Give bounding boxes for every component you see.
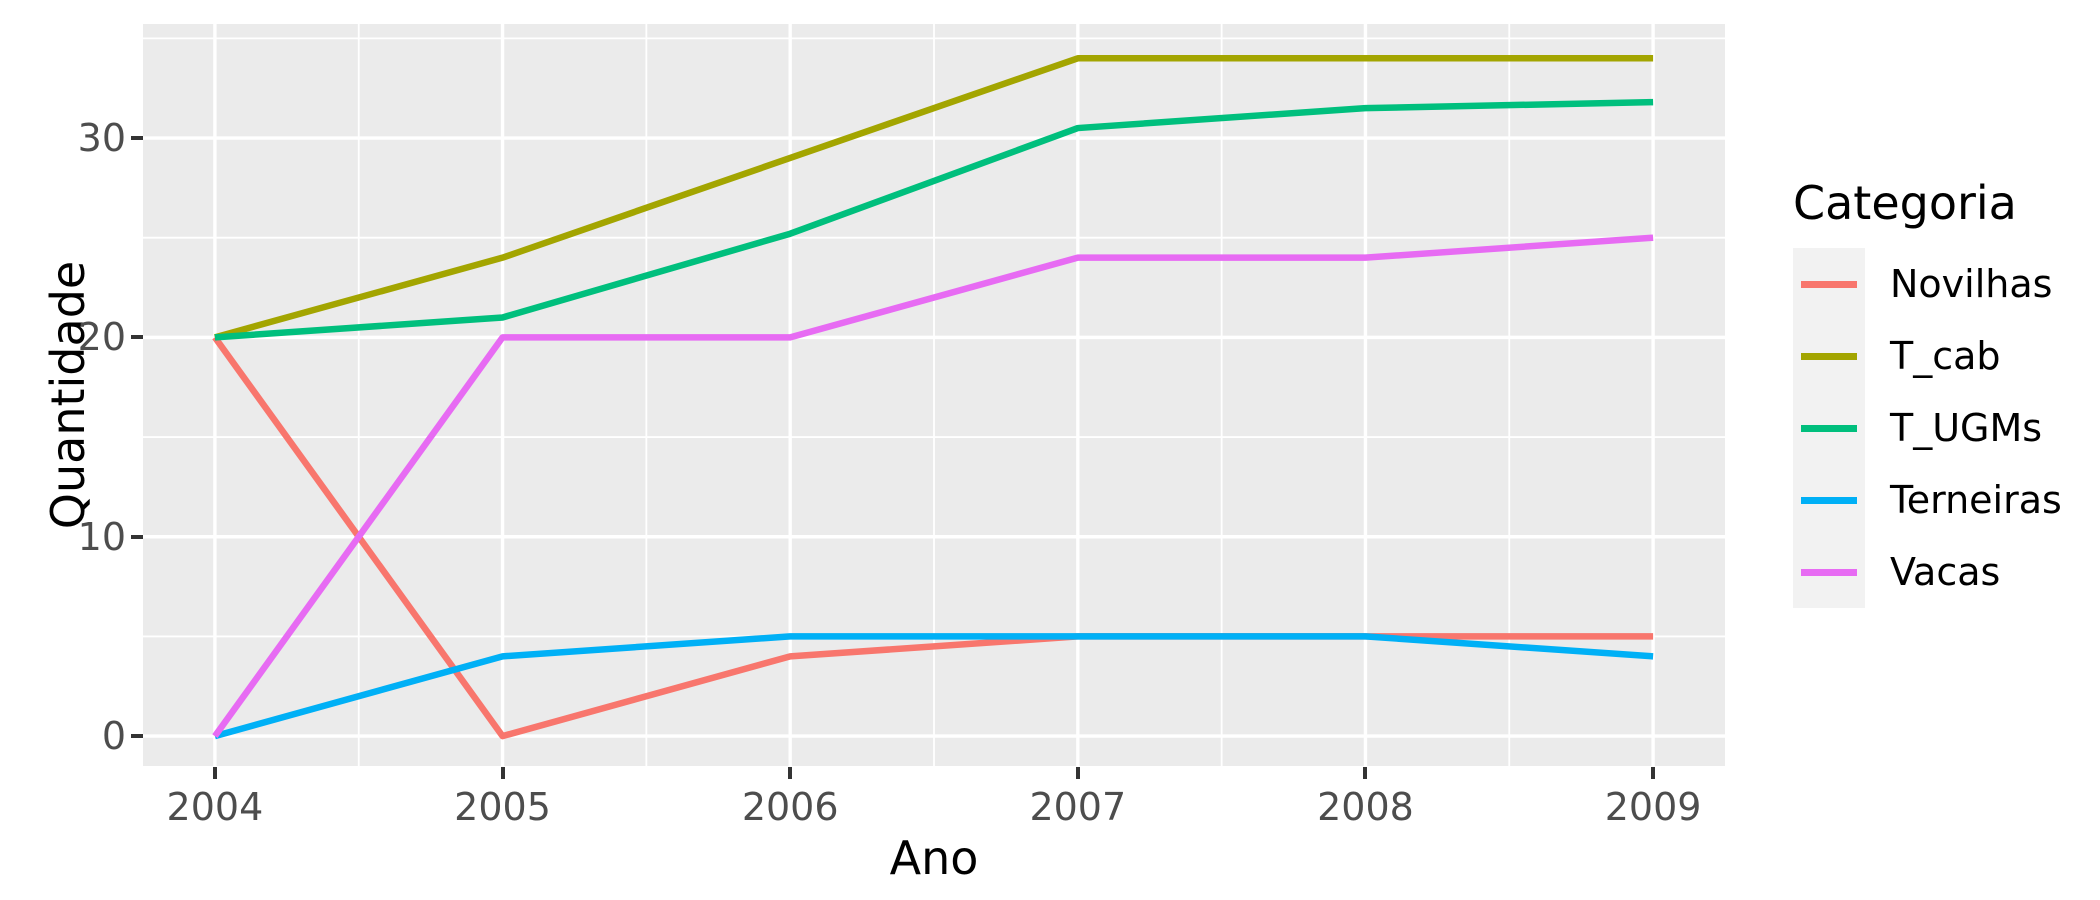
legend-key (1793, 320, 1865, 392)
x-tick-mark (788, 767, 793, 779)
series-line-t_cab (214, 55, 1654, 341)
series-line-vacas (212, 234, 1654, 738)
x-tick-mark (1075, 767, 1080, 779)
legend-line-sample (1801, 569, 1857, 576)
legend-line-sample (1801, 353, 1857, 360)
y-tick-mark (131, 136, 143, 141)
y-tick-label: 20 (77, 315, 126, 360)
legend-line-sample (1801, 425, 1857, 432)
legend-label: Novilhas (1890, 262, 2053, 306)
plot-svg (143, 24, 1725, 766)
x-tick-label: 2004 (166, 785, 264, 829)
y-tick-label: 30 (77, 116, 126, 161)
x-tick-mark (1651, 767, 1656, 779)
y-tick-label: 10 (77, 514, 126, 559)
x-tick-label: 2009 (1604, 785, 1702, 829)
x-tick-label: 2008 (1317, 785, 1414, 829)
legend-line-sample (1801, 497, 1857, 504)
legend-key (1793, 536, 1865, 608)
x-tick-label: 2005 (454, 785, 551, 829)
legend-label: T_cab (1890, 334, 2001, 378)
x-tick-mark (500, 767, 505, 779)
x-tick-label: 2007 (1029, 785, 1127, 829)
series-line-terneiras (214, 633, 1654, 740)
y-tick-mark (131, 734, 143, 739)
series-line-t_ugms (214, 98, 1654, 341)
legend-line-sample (1801, 281, 1857, 288)
legend-title: Categoria (1793, 176, 2017, 230)
y-tick-label: 0 (101, 714, 126, 759)
legend-key (1793, 248, 1865, 320)
x-tick-label: 2006 (741, 785, 839, 829)
legend-label: Vacas (1890, 550, 2001, 594)
legend-key (1793, 464, 1865, 536)
y-axis-title: Quantidade (41, 260, 95, 530)
x-tick-mark (1363, 767, 1368, 779)
y-tick-mark (131, 335, 143, 340)
x-tick-mark (212, 767, 217, 779)
legend-key (1793, 392, 1865, 464)
plot-panel (143, 24, 1725, 766)
legend-label: Terneiras (1890, 478, 2062, 522)
legend-label: T_UGMs (1890, 406, 2043, 450)
y-tick-mark (131, 534, 143, 539)
x-axis-title: Ano (889, 831, 979, 885)
